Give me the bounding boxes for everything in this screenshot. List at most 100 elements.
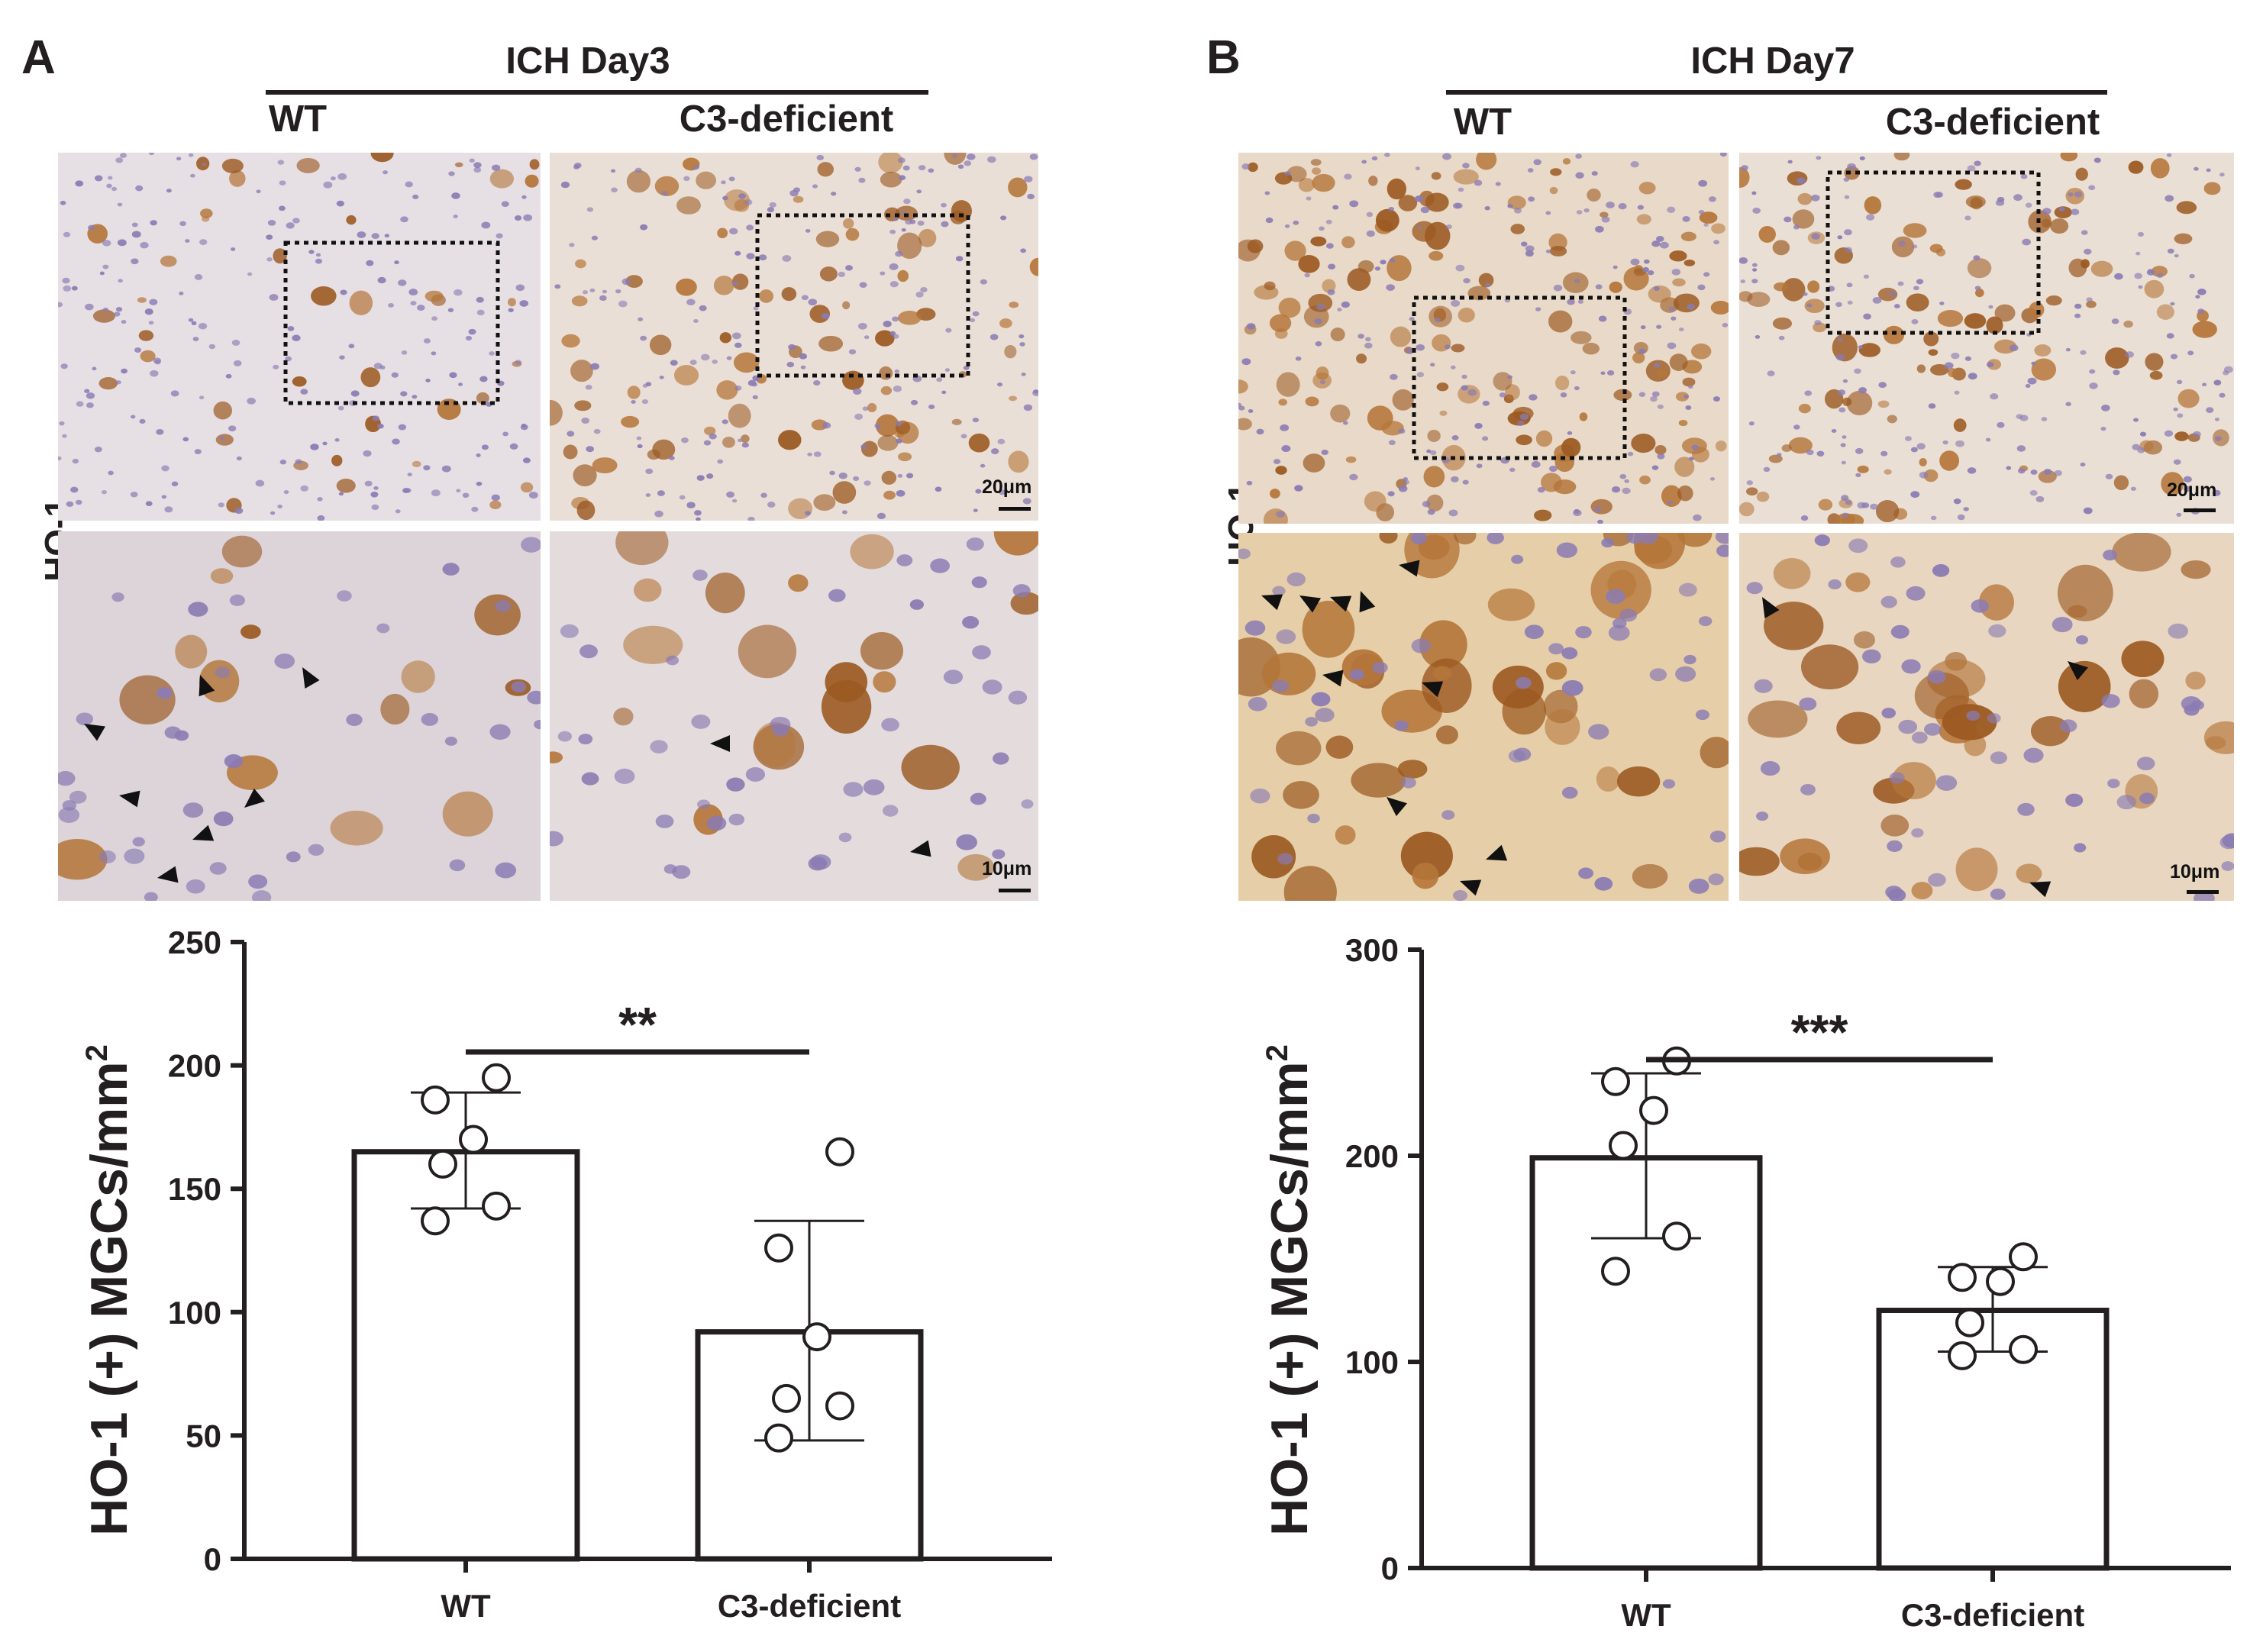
scale-label-bottom: 10μm [2170, 861, 2220, 882]
stained-cell [1548, 310, 1573, 333]
nucleus [469, 158, 475, 163]
stained-cell [1533, 509, 1552, 521]
nucleus [149, 298, 158, 305]
nucleus [560, 181, 570, 189]
stained-cell [1763, 602, 1824, 650]
nucleus [799, 353, 808, 360]
nucleus [1760, 761, 1780, 776]
nucleus [745, 767, 766, 782]
nucleus [279, 180, 286, 186]
y-tick-label: 200 [168, 1048, 221, 1084]
nucleus [476, 453, 481, 457]
nucleus [813, 451, 822, 457]
nucleus [893, 385, 902, 392]
nucleus [1398, 485, 1408, 492]
nucleus [522, 457, 531, 463]
nucleus [1380, 260, 1387, 265]
nucleus [1390, 373, 1398, 380]
stained-cell [1916, 364, 1926, 373]
stained-cell [296, 157, 320, 173]
nucleus [1752, 268, 1758, 272]
nucleus [1594, 506, 1601, 512]
nucleus [659, 376, 664, 379]
nucleus [1294, 485, 1303, 492]
nucleus [476, 296, 484, 303]
nucleus [896, 554, 913, 566]
nucleus [1638, 392, 1646, 397]
nucleus [852, 388, 862, 395]
nucleus [2177, 413, 2184, 418]
nucleus [247, 397, 256, 405]
stained-cell [1562, 158, 1571, 165]
stained-cell [867, 402, 877, 413]
nucleus [115, 157, 124, 163]
nucleus [838, 832, 852, 843]
stained-cell [175, 634, 208, 669]
nucleus [2043, 469, 2052, 475]
nucleus [1667, 342, 1677, 350]
stained-cell [1435, 725, 1458, 745]
nucleus [1248, 696, 1267, 711]
stained-cell [1953, 418, 1967, 432]
stained-cell [1853, 631, 1875, 649]
nucleus [224, 754, 244, 769]
nucleus [62, 434, 67, 438]
stained-cell [1682, 377, 1696, 387]
stained-cell [880, 386, 893, 395]
nucleus [2136, 757, 2155, 771]
nucleus [2089, 369, 2096, 374]
nucleus [508, 308, 514, 312]
nucleus [1023, 404, 1033, 411]
nucleus [1008, 690, 1028, 705]
nucleus [694, 510, 702, 516]
nucleus [456, 489, 461, 493]
stained-cell [1691, 343, 1712, 360]
nucleus [124, 848, 145, 864]
stained-cell [2156, 304, 2174, 320]
nucleus [279, 460, 287, 465]
nucleus [1842, 379, 1848, 383]
nucleus [767, 207, 775, 213]
nucleus [1845, 500, 1852, 505]
nucleus [370, 492, 379, 498]
nucleus [198, 323, 208, 330]
nucleus [1990, 888, 2006, 900]
stained-cell [1390, 326, 1412, 347]
nucleus [1919, 471, 1929, 479]
stained-cell [1010, 592, 1038, 615]
nucleus [1703, 272, 1710, 277]
nucleus [770, 716, 791, 733]
stained-cell [1677, 533, 1713, 547]
nucleus [2111, 318, 2119, 324]
nucleus [1332, 205, 1339, 210]
nucleus [1513, 208, 1522, 214]
nucleus [969, 318, 976, 323]
zoom-region-box [1826, 170, 2041, 335]
nucleus [1855, 447, 1864, 454]
stained-cell [621, 415, 640, 428]
nucleus [188, 318, 194, 322]
nucleus [1800, 515, 1809, 521]
nucleus [1276, 629, 1296, 644]
nucleus [1273, 459, 1281, 465]
nucleus [1595, 225, 1604, 233]
nucleus [1384, 153, 1390, 157]
stained-cell [2150, 158, 2170, 179]
stained-cell [649, 334, 672, 356]
nucleus [94, 447, 102, 453]
nucleus [1835, 353, 1845, 361]
nucleus [2206, 407, 2214, 413]
nucleus [1521, 241, 1528, 247]
nucleus [115, 380, 121, 385]
nucleus [550, 831, 563, 847]
stained-cell [654, 176, 680, 196]
nucleus [672, 865, 691, 879]
nucleus [2133, 418, 2139, 422]
stained-cell [1029, 257, 1038, 276]
stained-cell [1700, 737, 1729, 769]
nucleus [130, 492, 138, 498]
nucleus [1311, 692, 1331, 707]
nucleus [2168, 623, 2188, 639]
nucleus [638, 317, 644, 321]
stained-cell [1883, 325, 1905, 344]
